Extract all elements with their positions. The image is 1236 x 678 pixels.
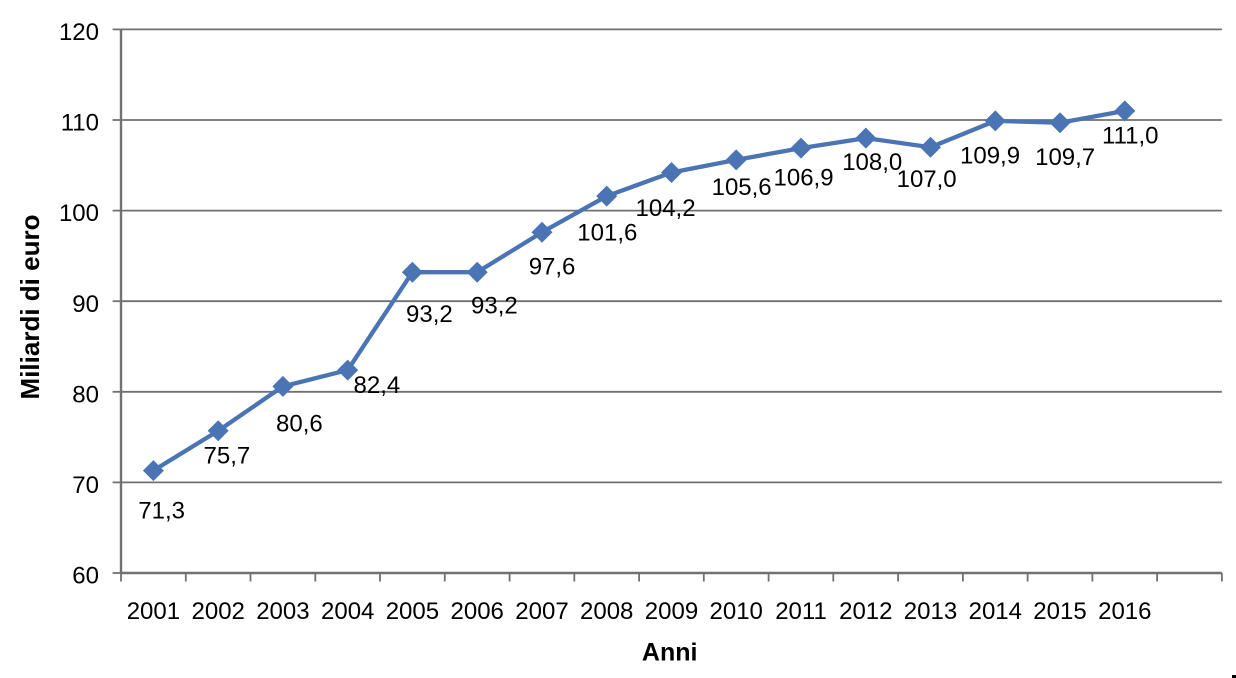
svg-text:2016: 2016 bbox=[1098, 598, 1151, 625]
svg-text:2001: 2001 bbox=[127, 598, 180, 625]
svg-text:109,7: 109,7 bbox=[1035, 144, 1095, 171]
svg-text:105,6: 105,6 bbox=[712, 174, 772, 201]
svg-text:71,3: 71,3 bbox=[138, 498, 185, 525]
svg-text:2003: 2003 bbox=[256, 598, 309, 625]
svg-text:2015: 2015 bbox=[1033, 598, 1086, 625]
svg-text:120: 120 bbox=[59, 19, 99, 46]
svg-text:2002: 2002 bbox=[192, 598, 245, 625]
svg-text:2006: 2006 bbox=[451, 598, 504, 625]
svg-text:107,0: 107,0 bbox=[897, 166, 957, 193]
svg-text:93,2: 93,2 bbox=[406, 301, 453, 328]
svg-text:93,2: 93,2 bbox=[471, 292, 518, 319]
svg-text:2010: 2010 bbox=[710, 598, 763, 625]
svg-text:97,6: 97,6 bbox=[529, 253, 576, 280]
svg-text:101,6: 101,6 bbox=[577, 219, 637, 246]
svg-text:106,9: 106,9 bbox=[774, 164, 834, 191]
svg-text:Miliardi di euro: Miliardi di euro bbox=[15, 215, 45, 400]
svg-text:104,2: 104,2 bbox=[636, 195, 696, 222]
svg-text:82,4: 82,4 bbox=[354, 372, 401, 399]
svg-text:2005: 2005 bbox=[386, 598, 439, 625]
svg-text:2009: 2009 bbox=[645, 598, 698, 625]
svg-text:90: 90 bbox=[72, 291, 99, 318]
svg-text:2008: 2008 bbox=[580, 598, 633, 625]
svg-text:2013: 2013 bbox=[904, 598, 957, 625]
svg-text:100: 100 bbox=[59, 200, 99, 227]
svg-text:70: 70 bbox=[72, 472, 99, 499]
svg-text:Anni: Anni bbox=[642, 639, 698, 667]
svg-text:108,0: 108,0 bbox=[842, 149, 902, 176]
svg-text:2011: 2011 bbox=[775, 598, 827, 625]
svg-text:2004: 2004 bbox=[321, 598, 374, 625]
svg-text:111,0: 111,0 bbox=[1102, 123, 1159, 150]
svg-text:80: 80 bbox=[72, 381, 99, 408]
svg-text:109,9: 109,9 bbox=[960, 143, 1020, 170]
svg-text:80,6: 80,6 bbox=[276, 411, 323, 438]
svg-text:75,7: 75,7 bbox=[204, 443, 251, 470]
svg-text:2014: 2014 bbox=[969, 598, 1022, 625]
svg-text:2007: 2007 bbox=[515, 598, 568, 625]
svg-text:2012: 2012 bbox=[839, 598, 892, 625]
svg-text:110: 110 bbox=[61, 110, 99, 137]
svg-text:60: 60 bbox=[72, 563, 99, 590]
